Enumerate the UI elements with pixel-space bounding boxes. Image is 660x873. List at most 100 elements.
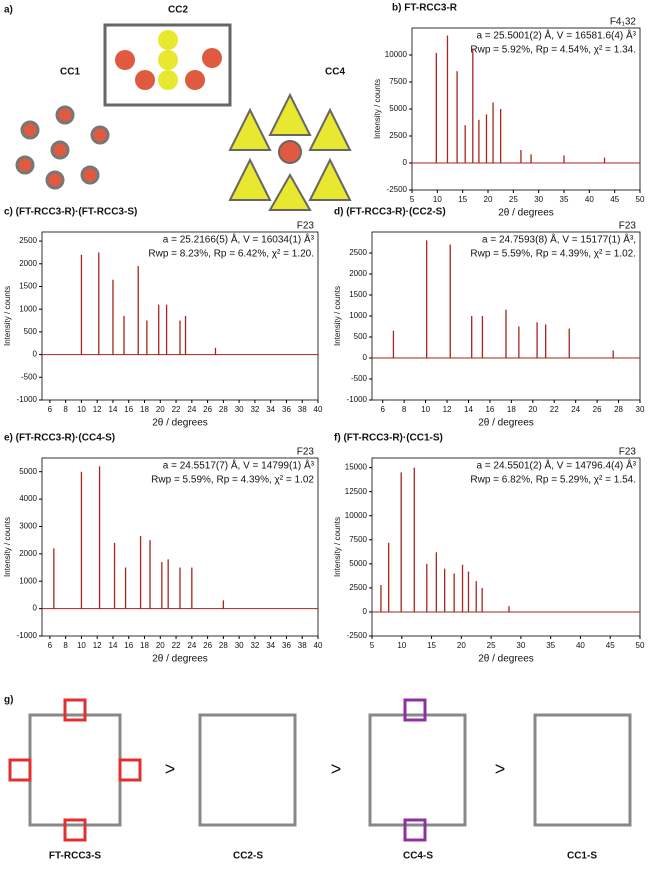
x-tick-label: 35 xyxy=(560,195,569,204)
chart-title: c) (FT-RCC3-R)·(FT-RCC3-S) xyxy=(4,207,137,218)
annotation: a = 24.7593(8) Å, V = 15177(1) Å³, xyxy=(482,233,636,246)
annotation: F23 xyxy=(619,447,637,458)
y-axis-label: Intensity / counts xyxy=(333,517,342,577)
annotation: Rwp = 6.82%, Rp = 5.29%, χ² = 1.54. xyxy=(470,475,636,486)
y-tick-label: 4000 xyxy=(19,494,37,503)
y-axis-label: Intensity / counts xyxy=(3,517,12,577)
plot-frame xyxy=(41,457,319,637)
x-tick-label: 30 xyxy=(235,641,244,650)
x-tick-label: 45 xyxy=(606,641,615,650)
cc4-illustration xyxy=(228,92,352,211)
x-tick-label: 38 xyxy=(298,405,307,414)
x-tick-label: 5 xyxy=(410,195,415,204)
x-tick-label: 22 xyxy=(172,405,181,414)
x-tick-label: 30 xyxy=(534,195,543,204)
x-tick-label: 8 xyxy=(402,405,407,414)
x-tick-label: 15 xyxy=(427,641,436,650)
y-tick-label: 7500 xyxy=(389,77,407,86)
x-tick-label: 22 xyxy=(172,641,181,650)
x-tick-label: 30 xyxy=(636,405,645,414)
y-tick-label: 1500 xyxy=(349,290,367,299)
annotation: F23 xyxy=(619,221,637,232)
y-tick-label: -500 xyxy=(21,372,38,381)
y-tick-label: -1000 xyxy=(17,631,38,640)
x-tick-label: 25 xyxy=(487,641,496,650)
y-tick-label: -1000 xyxy=(17,395,38,404)
chart-title: f) (FT-RCC3-R)·(CC1-S) xyxy=(334,433,443,444)
y-axis-label: Intensity / counts xyxy=(373,79,382,139)
comparison: > xyxy=(165,759,176,779)
chart-title: e) (FT-RCC3-R)·(CC4-S) xyxy=(4,433,115,444)
x-tick-label: 14 xyxy=(109,405,118,414)
cc2-illustration xyxy=(103,23,232,107)
x-axis-label: 2θ / degrees xyxy=(152,654,208,665)
y-tick-label: 1000 xyxy=(349,311,367,320)
x-tick-label: 28 xyxy=(219,641,228,650)
y-tick-label: 2500 xyxy=(349,583,367,592)
x-tick-label: 12 xyxy=(93,405,102,414)
x-tick-label: 28 xyxy=(614,405,623,414)
x-tick-label: 8 xyxy=(63,405,68,414)
y-tick-label: 2500 xyxy=(389,131,407,140)
y-tick-label: 10000 xyxy=(385,50,408,59)
annotation: Rwp = 5.92%, Rp = 4.54%, χ² = 1.34. xyxy=(470,45,636,56)
comparison: > xyxy=(495,759,506,779)
y-tick-label: -2500 xyxy=(387,185,408,194)
structure-label: CC4-S xyxy=(403,851,433,862)
x-tick-label: 34 xyxy=(266,641,275,650)
chart-title: b) FT-RCC3-R xyxy=(392,3,458,14)
y-tick-label: 5000 xyxy=(19,467,37,476)
y-tick-label: 5000 xyxy=(389,104,407,113)
y-tick-label: 2000 xyxy=(19,549,37,558)
annotation: a = 24.5501(2) Å, V = 14796.4(4) Å³ xyxy=(476,459,636,472)
x-tick-label: 18 xyxy=(507,405,516,414)
y-tick-label: 12500 xyxy=(345,487,368,496)
x-tick-label: 20 xyxy=(156,641,165,650)
annotation: Rwp = 5.59%, Rp = 4.39%, χ² = 1.02. xyxy=(470,249,636,260)
cage-label: CC1 xyxy=(60,67,80,78)
x-tick-label: 40 xyxy=(314,405,323,414)
x-tick-label: 16 xyxy=(124,405,133,414)
x-tick-label: 26 xyxy=(203,641,212,650)
cage-label: CC4 xyxy=(325,67,345,78)
x-tick-label: 16 xyxy=(124,641,133,650)
y-tick-label: 0 xyxy=(363,353,368,362)
y-tick-label: 500 xyxy=(24,327,38,336)
comparison: > xyxy=(331,759,342,779)
annotation: a = 25.5001(2) Å, V = 16581.6(4) Å³ xyxy=(476,29,636,42)
structure-label: CC2-S xyxy=(233,851,263,862)
x-axis-label: 2θ / degrees xyxy=(478,654,534,665)
x-axis-label: 2θ / degrees xyxy=(498,208,554,219)
x-tick-label: 35 xyxy=(546,641,555,650)
y-tick-label: 500 xyxy=(354,332,368,341)
x-tick-label: 32 xyxy=(250,405,259,414)
x-tick-label: 10 xyxy=(421,405,430,414)
cage-structures xyxy=(8,698,632,842)
structure-label: FT-RCC3-S xyxy=(49,851,102,862)
annotation: F23 xyxy=(297,221,315,232)
x-axis-label: 2θ / degrees xyxy=(478,418,534,429)
x-tick-label: 25 xyxy=(509,195,518,204)
x-tick-label: 22 xyxy=(550,405,559,414)
x-tick-label: 26 xyxy=(203,405,212,414)
y-tick-label: 1000 xyxy=(19,576,37,585)
x-tick-label: 20 xyxy=(484,195,493,204)
x-tick-label: 20 xyxy=(528,405,537,414)
plot-frame xyxy=(41,231,319,401)
y-tick-label: 2500 xyxy=(349,248,367,257)
x-tick-label: 24 xyxy=(187,641,196,650)
x-tick-label: 20 xyxy=(156,405,165,414)
annotation: F4₁32 xyxy=(610,17,637,28)
x-tick-label: 12 xyxy=(93,641,102,650)
x-tick-label: 24 xyxy=(571,405,580,414)
y-axis-label: Intensity / counts xyxy=(333,286,342,346)
x-tick-label: 30 xyxy=(235,405,244,414)
x-tick-label: 45 xyxy=(610,195,619,204)
x-tick-label: 10 xyxy=(77,405,86,414)
x-tick-label: 20 xyxy=(457,641,466,650)
x-tick-label: 10 xyxy=(77,641,86,650)
x-tick-label: 50 xyxy=(636,641,645,650)
x-tick-label: 34 xyxy=(266,405,275,414)
x-tick-label: 15 xyxy=(458,195,467,204)
x-tick-label: 14 xyxy=(464,405,473,414)
